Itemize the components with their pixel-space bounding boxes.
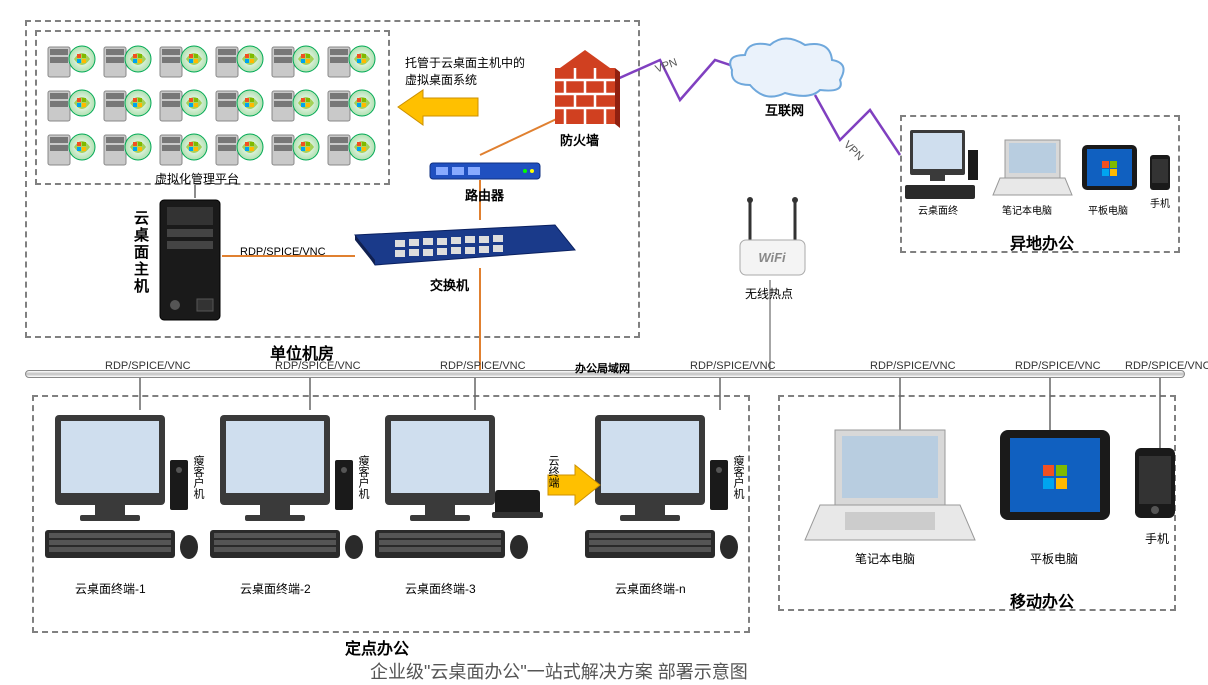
remote-phone-label: 手机 bbox=[1150, 195, 1170, 210]
remote-devices bbox=[0, 0, 1208, 685]
remote-tablet-label: 平板电脑 bbox=[1088, 202, 1128, 217]
remote-laptop-label: 笔记本电脑 bbox=[1002, 202, 1052, 217]
remote-desktop-label: 云桌面终 bbox=[918, 202, 958, 217]
main-title: 企业级"云桌面办公"一站式解决方案 部署示意图 bbox=[370, 658, 748, 684]
